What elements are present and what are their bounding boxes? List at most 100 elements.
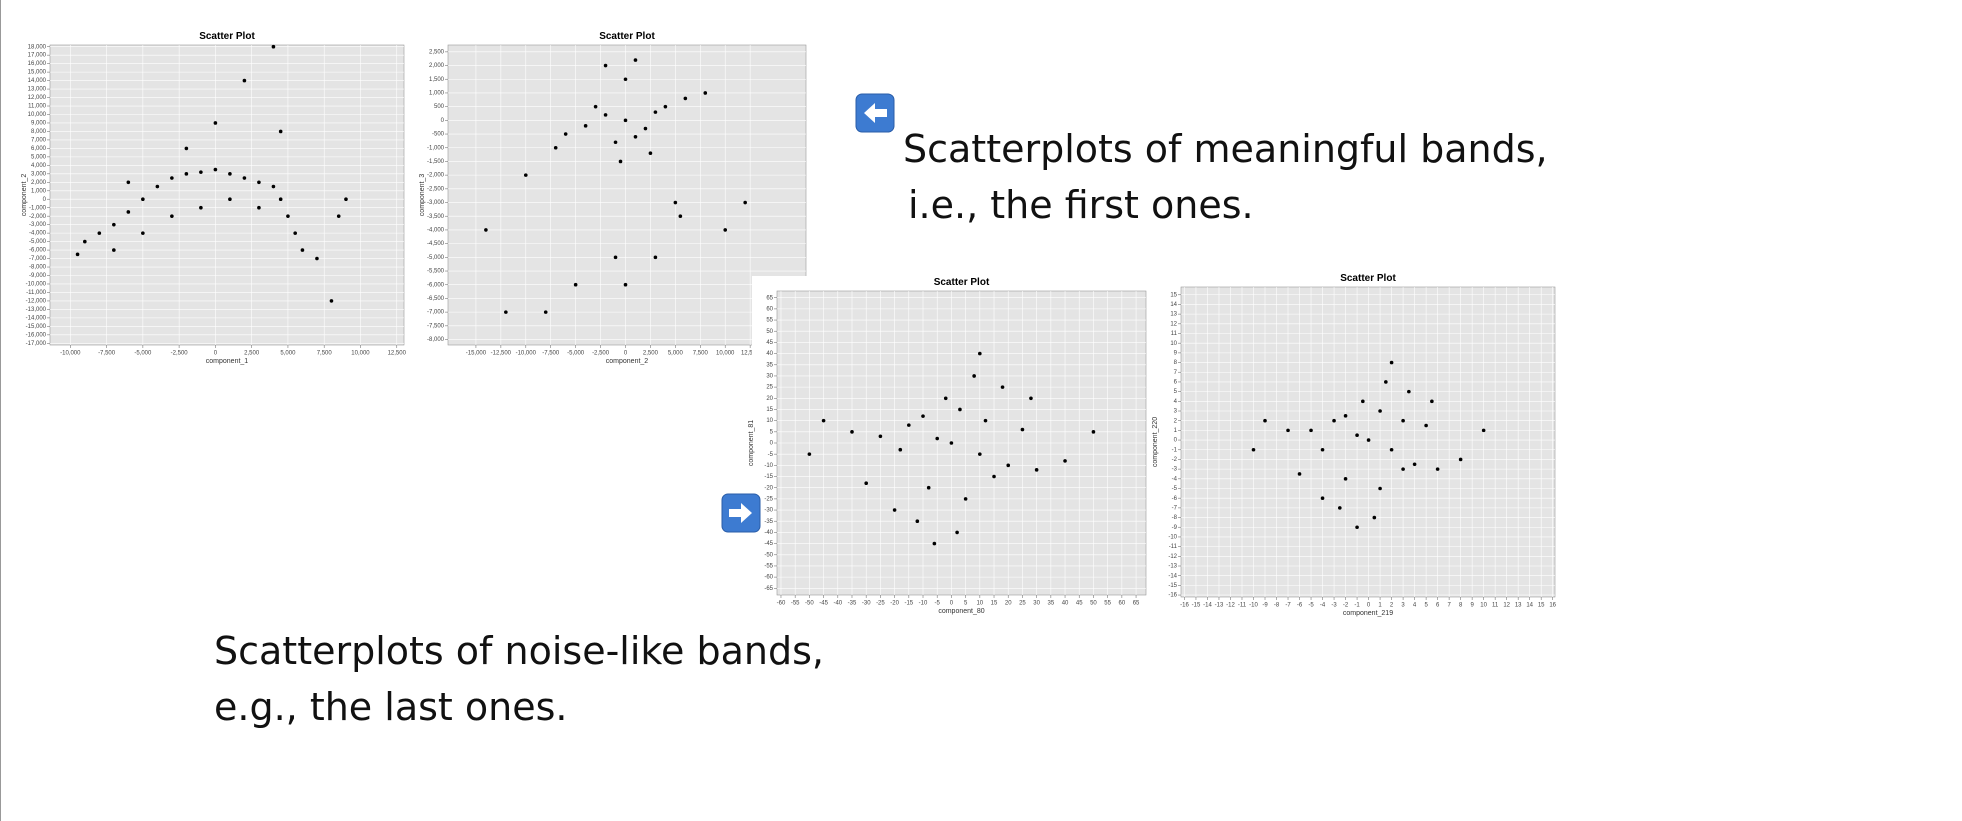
- x-tick-label: 13: [1515, 603, 1522, 609]
- x-tick-label: 8: [1459, 603, 1463, 609]
- y-tick-label: 11,000: [28, 104, 47, 110]
- point: [978, 351, 982, 356]
- x-tick-label: 0: [950, 601, 954, 607]
- y-tick-label: -40: [764, 530, 773, 536]
- x-tick-label: -9: [1262, 603, 1268, 609]
- point: [932, 541, 937, 546]
- y-tick-label: -55: [764, 564, 773, 570]
- point: [807, 452, 812, 456]
- point: [978, 452, 982, 456]
- y-tick-label: 3: [1174, 409, 1178, 415]
- point: [1320, 447, 1325, 452]
- point: [613, 255, 618, 260]
- x-tick-label: 3: [1401, 603, 1405, 609]
- x-tick-label: -10: [919, 601, 928, 607]
- point: [583, 124, 588, 128]
- point: [972, 374, 976, 378]
- x-tick-label: -20: [890, 601, 899, 607]
- y-tick-label: 65: [766, 295, 773, 301]
- x-tick-label: 0: [1367, 603, 1371, 609]
- point: [1034, 468, 1039, 472]
- point: [257, 205, 261, 210]
- point: [653, 255, 658, 260]
- x-tick-label: 15: [1538, 603, 1545, 609]
- y-tick-label: 12,000: [28, 95, 47, 101]
- point: [278, 129, 283, 134]
- y-tick-label: 25: [766, 385, 773, 391]
- y-tick-label: -20: [764, 485, 773, 491]
- x-tick-label: 5,000: [280, 351, 296, 357]
- x-tick-label: -12: [1226, 603, 1235, 609]
- y-tick-label: -25: [764, 496, 773, 502]
- x-axis-label: component_219: [1343, 610, 1393, 617]
- x-tick-label: -40: [833, 601, 842, 607]
- point: [1401, 467, 1405, 471]
- point: [213, 121, 218, 125]
- x-tick-label: -16: [1180, 603, 1189, 609]
- y-tick-label: 5,000: [31, 154, 47, 160]
- point: [663, 104, 668, 109]
- y-axis-label: component_3: [419, 174, 426, 217]
- point: [1297, 472, 1302, 476]
- point: [257, 180, 261, 185]
- x-tick-label: -5: [1308, 603, 1314, 609]
- point: [1361, 399, 1365, 404]
- point: [593, 104, 598, 109]
- x-tick-label: -10,000: [516, 351, 537, 357]
- y-tick-label: 30: [766, 374, 773, 380]
- point: [1343, 477, 1348, 481]
- y-tick-label: -1: [1172, 447, 1178, 453]
- y-tick-label: -16,000: [26, 332, 47, 338]
- x-tick-label: 9: [1470, 603, 1474, 609]
- point: [141, 197, 145, 202]
- point: [1355, 433, 1359, 438]
- y-tick-label: -6,500: [427, 296, 445, 302]
- y-tick-label: -15: [1168, 583, 1177, 589]
- chart-title: Scatter Plot: [1340, 273, 1396, 284]
- y-tick-label: -2: [1172, 457, 1178, 463]
- point: [1263, 418, 1267, 423]
- y-axis-label: component_81: [748, 420, 755, 466]
- y-tick-label: -6,000: [427, 282, 445, 288]
- y-tick-label: 500: [434, 104, 445, 110]
- y-tick-label: 6: [1174, 380, 1178, 386]
- y-tick-label: -16: [1168, 593, 1177, 599]
- y-tick-label: -4,000: [427, 228, 445, 234]
- point: [1343, 414, 1348, 418]
- y-tick-label: -15: [764, 474, 773, 480]
- x-tick-label: 5,000: [668, 351, 684, 357]
- point: [892, 508, 897, 512]
- x-tick-label: -2: [1343, 603, 1349, 609]
- point: [673, 200, 678, 205]
- x-tick-label: -50: [805, 601, 814, 607]
- y-tick-label: 7: [1174, 370, 1178, 376]
- y-tick-label: 0: [770, 441, 774, 447]
- point: [1435, 467, 1440, 471]
- x-axis-label: component_1: [206, 358, 249, 365]
- point: [329, 299, 334, 303]
- x-tick-label: 7,500: [317, 351, 333, 357]
- x-tick-label: -12,500: [491, 351, 512, 357]
- y-tick-label: -2,000: [29, 214, 47, 220]
- x-tick-label: -7,500: [98, 351, 116, 357]
- y-tick-label: -5: [768, 452, 774, 458]
- point: [1412, 462, 1417, 467]
- point: [623, 118, 628, 123]
- point: [1029, 396, 1033, 401]
- point: [613, 140, 618, 145]
- y-tick-label: 15: [1170, 292, 1177, 298]
- x-tick-label: -15,000: [466, 351, 487, 357]
- point: [623, 282, 628, 287]
- point: [271, 44, 276, 49]
- y-tick-label: -3,000: [427, 200, 445, 206]
- x-tick-label: -2,500: [171, 351, 189, 357]
- y-tick-label: -5,000: [29, 239, 47, 245]
- y-tick-label: 15: [766, 407, 773, 413]
- point: [293, 231, 297, 235]
- chart: Scatter Plot-60 -55 -50 -45 -40 -35 -30 -25 -20-…: [748, 276, 1148, 615]
- y-tick-label: -45: [764, 541, 773, 547]
- y-tick-label: 1,000: [429, 91, 445, 97]
- y-tick-label: -3: [1172, 467, 1178, 473]
- x-tick-label: 25: [1019, 601, 1026, 607]
